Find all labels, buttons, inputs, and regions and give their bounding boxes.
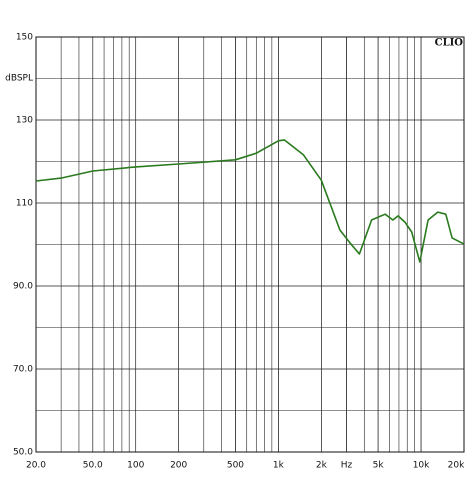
x-tick-label: 500 xyxy=(227,461,244,471)
y-tick-label: 90.0 xyxy=(13,282,33,292)
response-curve xyxy=(35,139,465,263)
x-tick-label: 2k xyxy=(316,461,328,471)
annotation: CLIO xyxy=(435,38,464,49)
x-tick-label: 200 xyxy=(170,461,187,471)
y-tick-label: 150 xyxy=(16,33,33,43)
x-tick-label: 20.0 xyxy=(26,461,46,471)
y-tick-label: 130 xyxy=(16,116,33,126)
plot-frame xyxy=(35,36,465,453)
y-tick-label: 70.0 xyxy=(13,365,33,375)
x-tick-label: Hz xyxy=(341,461,353,471)
x-tick-label: 1k xyxy=(273,461,285,471)
y-axis-label: dBSPL xyxy=(5,74,33,84)
x-tick-label: 5k xyxy=(373,461,385,471)
x-tick-label: 100 xyxy=(127,461,144,471)
x-tick-label: 20k xyxy=(448,461,465,471)
x-tick-label: 50.0 xyxy=(83,461,103,471)
y-tick-label: 50.0 xyxy=(13,448,33,458)
y-tick-label: 110 xyxy=(16,199,33,209)
x-tick-label: 10k xyxy=(413,461,430,471)
